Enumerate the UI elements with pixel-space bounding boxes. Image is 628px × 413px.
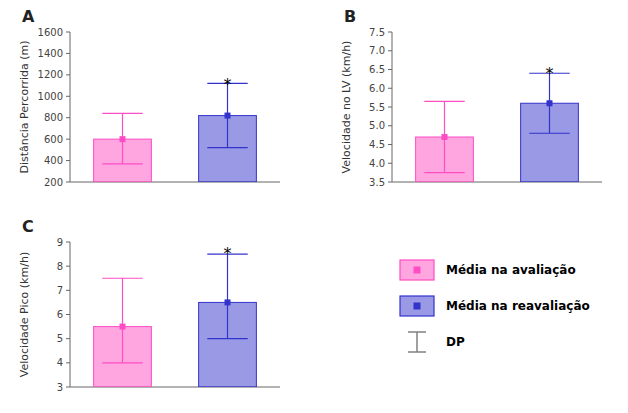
error-bar: [102, 278, 142, 363]
tick-label: 3: [57, 382, 63, 393]
error-cap: [102, 278, 142, 279]
chart-root: A Distância Percorrida (m) 200 400 600 800 100…: [0, 0, 628, 413]
panel-label: C: [22, 217, 34, 236]
tick-mark: [388, 32, 392, 33]
tick-label: 9: [57, 237, 63, 248]
tick-mark: [388, 144, 392, 145]
error-line: [122, 278, 123, 363]
tick-mark: [66, 266, 70, 267]
tick-label: 4: [57, 357, 63, 368]
tick-mark: [66, 96, 70, 97]
annotation: *: [224, 244, 232, 263]
tick-mark: [66, 338, 70, 339]
legend-label: Média na reavaliação: [446, 299, 590, 313]
tick-mark: [66, 32, 70, 33]
mean-marker: [225, 113, 231, 119]
tick-mark: [388, 69, 392, 70]
tick-label: 7: [57, 285, 63, 296]
tick-label: 1000: [38, 91, 63, 102]
annotation: *: [224, 75, 232, 94]
tick-label: 4.0: [369, 158, 385, 169]
tick-label: 7.5: [369, 27, 385, 38]
error-bar: [424, 101, 464, 172]
legend-error-icon: [408, 331, 426, 333]
legend-error-icon: [408, 351, 426, 353]
tick-label: 6: [57, 309, 63, 320]
tick-label: 1200: [38, 69, 63, 80]
marks: [416, 73, 579, 182]
tick-mark: [66, 53, 70, 54]
legend-marker: [414, 267, 421, 274]
error-cap: [207, 147, 247, 148]
panel: A Distância Percorrida (m) 200 400 600 800 100…: [18, 7, 280, 188]
tick-mark: [388, 50, 392, 51]
tick-mark: [66, 182, 70, 183]
mean-marker: [225, 299, 231, 305]
annotation: *: [546, 64, 554, 83]
tick-mark: [66, 314, 70, 315]
legend-swatch: [400, 296, 434, 316]
mean-marker: [547, 100, 553, 106]
tick-mark: [66, 387, 70, 388]
tick-label: 8: [57, 261, 63, 272]
legend-error-icon: [416, 332, 418, 352]
panel-label: A: [22, 7, 35, 26]
tick-mark: [388, 163, 392, 164]
tick-label: 200: [44, 177, 63, 188]
mean-marker: [120, 324, 126, 330]
tick-label: 5.5: [369, 102, 385, 113]
error-cap: [102, 163, 142, 164]
error-cap: [424, 101, 464, 102]
tick-mark: [66, 290, 70, 291]
tick-label: 4.5: [369, 139, 385, 150]
error-line: [227, 254, 228, 339]
tick-label: 400: [44, 155, 63, 166]
panel: C Velocidade Pico (km/h) 3 4 5 6 7 8 9 *: [18, 217, 280, 393]
y-axis-line: [70, 32, 71, 182]
tick-label: 800: [44, 112, 63, 123]
tick-label: 600: [44, 134, 63, 145]
legend: Média na avaliação Média na reavaliação DP: [400, 260, 590, 352]
error-cap: [102, 362, 142, 363]
tick-label: 1400: [38, 48, 63, 59]
tick-label: 6.5: [369, 64, 385, 75]
panel-label: B: [344, 7, 356, 26]
error-cap: [529, 133, 569, 134]
tick-mark: [66, 160, 70, 161]
legend-label: DP: [446, 335, 465, 349]
tick-label: 5: [57, 333, 63, 344]
tick-label: 7.0: [369, 45, 385, 56]
error-cap: [207, 338, 247, 339]
tick-label: 5.0: [369, 120, 385, 131]
tick-label: 3.5: [369, 177, 385, 188]
marks: [94, 254, 257, 387]
error-bar: [207, 254, 247, 339]
mean-marker: [120, 136, 126, 142]
y-axis-line: [392, 32, 393, 182]
tick-label: 1600: [38, 27, 63, 38]
panel: B Velocidade no LV (km/h) 3.5 4.0 4.5 5.0 5.5 6…: [340, 7, 602, 188]
axis-label: Distância Percorrida (m): [18, 40, 31, 173]
axis-label: Velocidade Pico (km/h): [18, 252, 31, 377]
error-cap: [102, 113, 142, 114]
marks: [94, 83, 257, 182]
error-cap: [424, 172, 464, 173]
tick-mark: [388, 88, 392, 89]
tick-mark: [66, 362, 70, 363]
tick-mark: [388, 125, 392, 126]
tick-mark: [66, 139, 70, 140]
legend-marker: [414, 303, 421, 310]
tick-label: 6.0: [369, 83, 385, 94]
legend-swatch: [400, 260, 434, 280]
tick-mark: [66, 242, 70, 243]
tick-mark: [388, 107, 392, 108]
tick-mark: [388, 182, 392, 183]
legend-label: Média na avaliação: [446, 263, 576, 277]
error-bar: [102, 113, 142, 163]
tick-mark: [66, 74, 70, 75]
mean-marker: [442, 134, 448, 140]
tick-mark: [66, 117, 70, 118]
y-axis-line: [70, 242, 71, 387]
axis-label: Velocidade no LV (km/h): [340, 41, 353, 174]
